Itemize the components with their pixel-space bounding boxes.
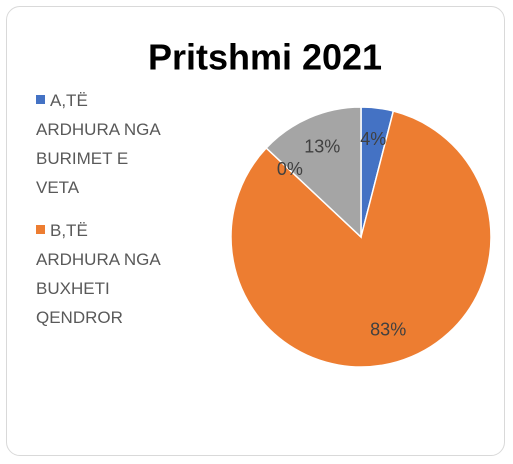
pie-slice xyxy=(230,110,492,368)
legend-swatch xyxy=(36,225,45,234)
pie-slice xyxy=(265,106,362,239)
chart-title: Pritshmi 2021 xyxy=(148,37,382,78)
legend-label: A,TË ARDHURA NGA BURIMET E VETA xyxy=(36,91,160,197)
data-label: 13% xyxy=(304,136,340,156)
legend-entry: B,TË ARDHURA NGA BUXHETI QENDROR xyxy=(36,216,160,332)
data-label: 83% xyxy=(370,319,406,339)
legend-swatch xyxy=(36,95,45,104)
chart-card xyxy=(6,6,505,456)
data-label: 4% xyxy=(360,129,386,149)
legend-label: B,TË ARDHURA NGA BUXHETI QENDROR xyxy=(36,221,160,327)
data-label: 0% xyxy=(277,159,303,179)
legend-entry: A,TË ARDHURA NGA BURIMET E VETA xyxy=(36,86,160,202)
